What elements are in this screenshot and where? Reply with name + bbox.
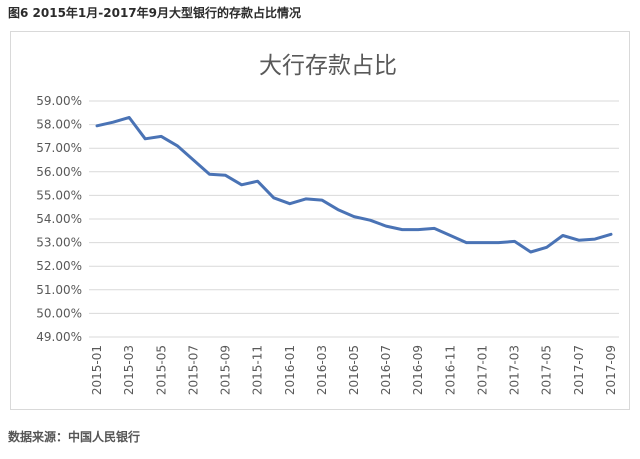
x-tick-label: 2015-09 xyxy=(219,345,233,395)
x-tick-label: 2017-09 xyxy=(604,345,618,395)
chart-frame: 49.00% 50.00% 51.00% 52.00% 53.00% 54.00% 55.0… xyxy=(10,31,630,410)
x-tick-label: 2016-11 xyxy=(443,345,457,395)
x-tick-label: 2017-03 xyxy=(508,345,522,395)
x-tick-label: 2016-09 xyxy=(411,345,425,395)
y-tick-label: 57.00% xyxy=(36,141,82,155)
y-tick-label: 50.00% xyxy=(36,306,82,320)
x-tick-label: 2016-07 xyxy=(379,345,393,395)
y-tick-label: 49.00% xyxy=(36,330,82,344)
y-tick-label: 59.00% xyxy=(36,94,82,108)
y-tick-label: 58.00% xyxy=(36,118,82,132)
x-tick-label: 2017-01 xyxy=(475,345,489,395)
x-tick-label: 2015-03 xyxy=(122,345,136,395)
x-tick-label: 2017-05 xyxy=(540,345,554,395)
x-tick-label: 2015-07 xyxy=(186,345,200,395)
y-tick-label: 55.00% xyxy=(36,188,82,202)
x-tick-label: 2016-01 xyxy=(283,345,297,395)
line-chart: 49.00% 50.00% 51.00% 52.00% 53.00% 54.00% 55.0… xyxy=(36,53,619,395)
y-tick-label: 51.00% xyxy=(36,283,82,297)
figure-caption: 图6 2015年1月-2017年9月大型银行的存款占比情况 xyxy=(8,6,302,20)
x-tick-label: 2015-05 xyxy=(154,345,168,395)
chart-title: 大行存款占比 xyxy=(259,53,397,79)
x-tick-label: 2016-03 xyxy=(315,345,329,395)
x-tick-label: 2017-07 xyxy=(572,345,586,395)
x-tick-label: 2016-05 xyxy=(347,345,361,395)
source-note: 数据来源：中国人民银行 xyxy=(8,430,141,444)
x-tick-label: 2015-11 xyxy=(251,345,265,395)
x-tick-label: 2015-01 xyxy=(90,345,104,395)
series-line xyxy=(95,116,613,254)
y-tick-label: 56.00% xyxy=(36,165,82,179)
y-tick-label: 53.00% xyxy=(36,236,82,250)
y-tick-label: 54.00% xyxy=(36,212,82,226)
y-tick-label: 52.00% xyxy=(36,259,82,273)
